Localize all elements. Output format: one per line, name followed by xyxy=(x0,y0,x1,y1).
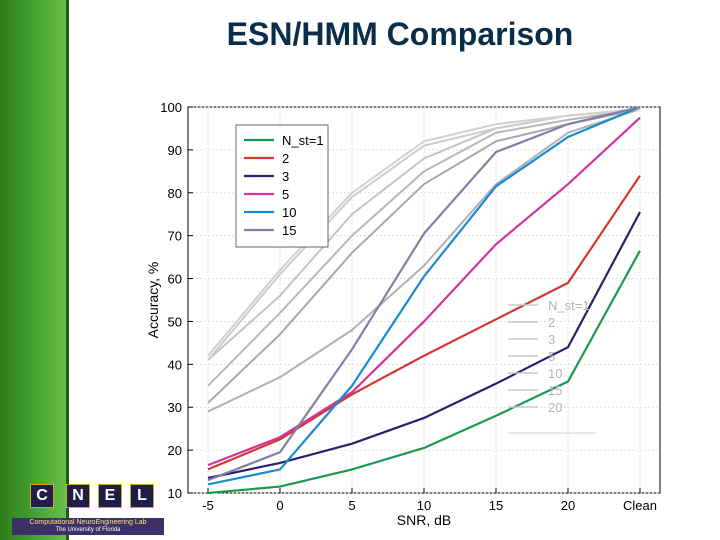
x-tick-label: 0 xyxy=(276,498,283,513)
accuracy-line-chart: 10 20 30 40 50 60 70 80 90 100 -5 0 5 10 15 20 Clean SNR,… xyxy=(145,100,661,528)
logo-letter-l: L xyxy=(130,484,154,508)
slide-title: ESN/HMM Comparison xyxy=(226,16,574,52)
logo-university: The University of Florida xyxy=(55,527,121,533)
logo-letter-c: C xyxy=(30,484,54,508)
background-legend-label: 10 xyxy=(548,366,562,381)
series-line-4 xyxy=(207,105,641,486)
x-axis-label: SNR, dB xyxy=(397,512,451,528)
y-axis-label: Accuracy, % xyxy=(145,262,161,339)
y-tick-label: 10 xyxy=(168,486,182,501)
background-legend-label: 15 xyxy=(548,383,562,398)
legend-label-4: 10 xyxy=(282,205,296,220)
logo-lab-name: Computational NeuroEngineering Lab xyxy=(29,519,147,526)
background-legend-label: 2 xyxy=(548,315,555,330)
x-tick-label: Clean xyxy=(623,498,657,513)
background-series-line xyxy=(207,108,641,413)
legend-label-1: 2 xyxy=(282,151,289,166)
y-tick-label: 100 xyxy=(160,100,182,115)
logo-letter-n: N xyxy=(66,484,90,508)
logo-band: Computational NeuroEngineering Lab The U… xyxy=(12,518,164,535)
background-series-line xyxy=(207,108,641,387)
green-sidebar xyxy=(0,0,68,540)
background-legend-label: N_st=1 xyxy=(548,298,590,313)
series-line-1 xyxy=(207,175,641,471)
background-legend-label: 3 xyxy=(548,332,555,347)
y-tick-label: 20 xyxy=(168,443,182,458)
background-series-line xyxy=(207,108,641,357)
logo-letter-e: E xyxy=(98,484,122,508)
legend-label-5: 15 xyxy=(282,223,296,238)
legend-label-2: 3 xyxy=(282,169,289,184)
background-legend-label: 20 xyxy=(548,400,562,415)
y-tick-label: 60 xyxy=(168,272,182,287)
legend-label-0: N_st=1 xyxy=(282,133,324,148)
x-tick-label: 10 xyxy=(417,498,431,513)
y-tick-label: 50 xyxy=(168,314,182,329)
legend-label-3: 5 xyxy=(282,187,289,202)
legend-box xyxy=(235,124,329,248)
y-tick-label: 40 xyxy=(168,357,182,372)
series-line-5 xyxy=(207,105,641,482)
y-tick-label: 30 xyxy=(168,400,182,415)
series-line-3 xyxy=(207,116,641,467)
x-tick-label: 5 xyxy=(348,498,355,513)
x-tick-label: 15 xyxy=(489,498,503,513)
series-line-2 xyxy=(207,211,641,480)
y-tick-label: 70 xyxy=(168,229,182,244)
y-tick-label: 80 xyxy=(168,186,182,201)
series-line-0 xyxy=(207,250,641,495)
x-tick-label: -5 xyxy=(202,498,214,513)
sidebar-edge xyxy=(66,0,69,540)
x-tick-label: 20 xyxy=(561,498,575,513)
y-tick-label: 90 xyxy=(168,143,182,158)
background-legend-label: 5 xyxy=(548,349,555,364)
cnel-logo: C N E L Computational NeuroEngineering L… xyxy=(10,482,170,538)
